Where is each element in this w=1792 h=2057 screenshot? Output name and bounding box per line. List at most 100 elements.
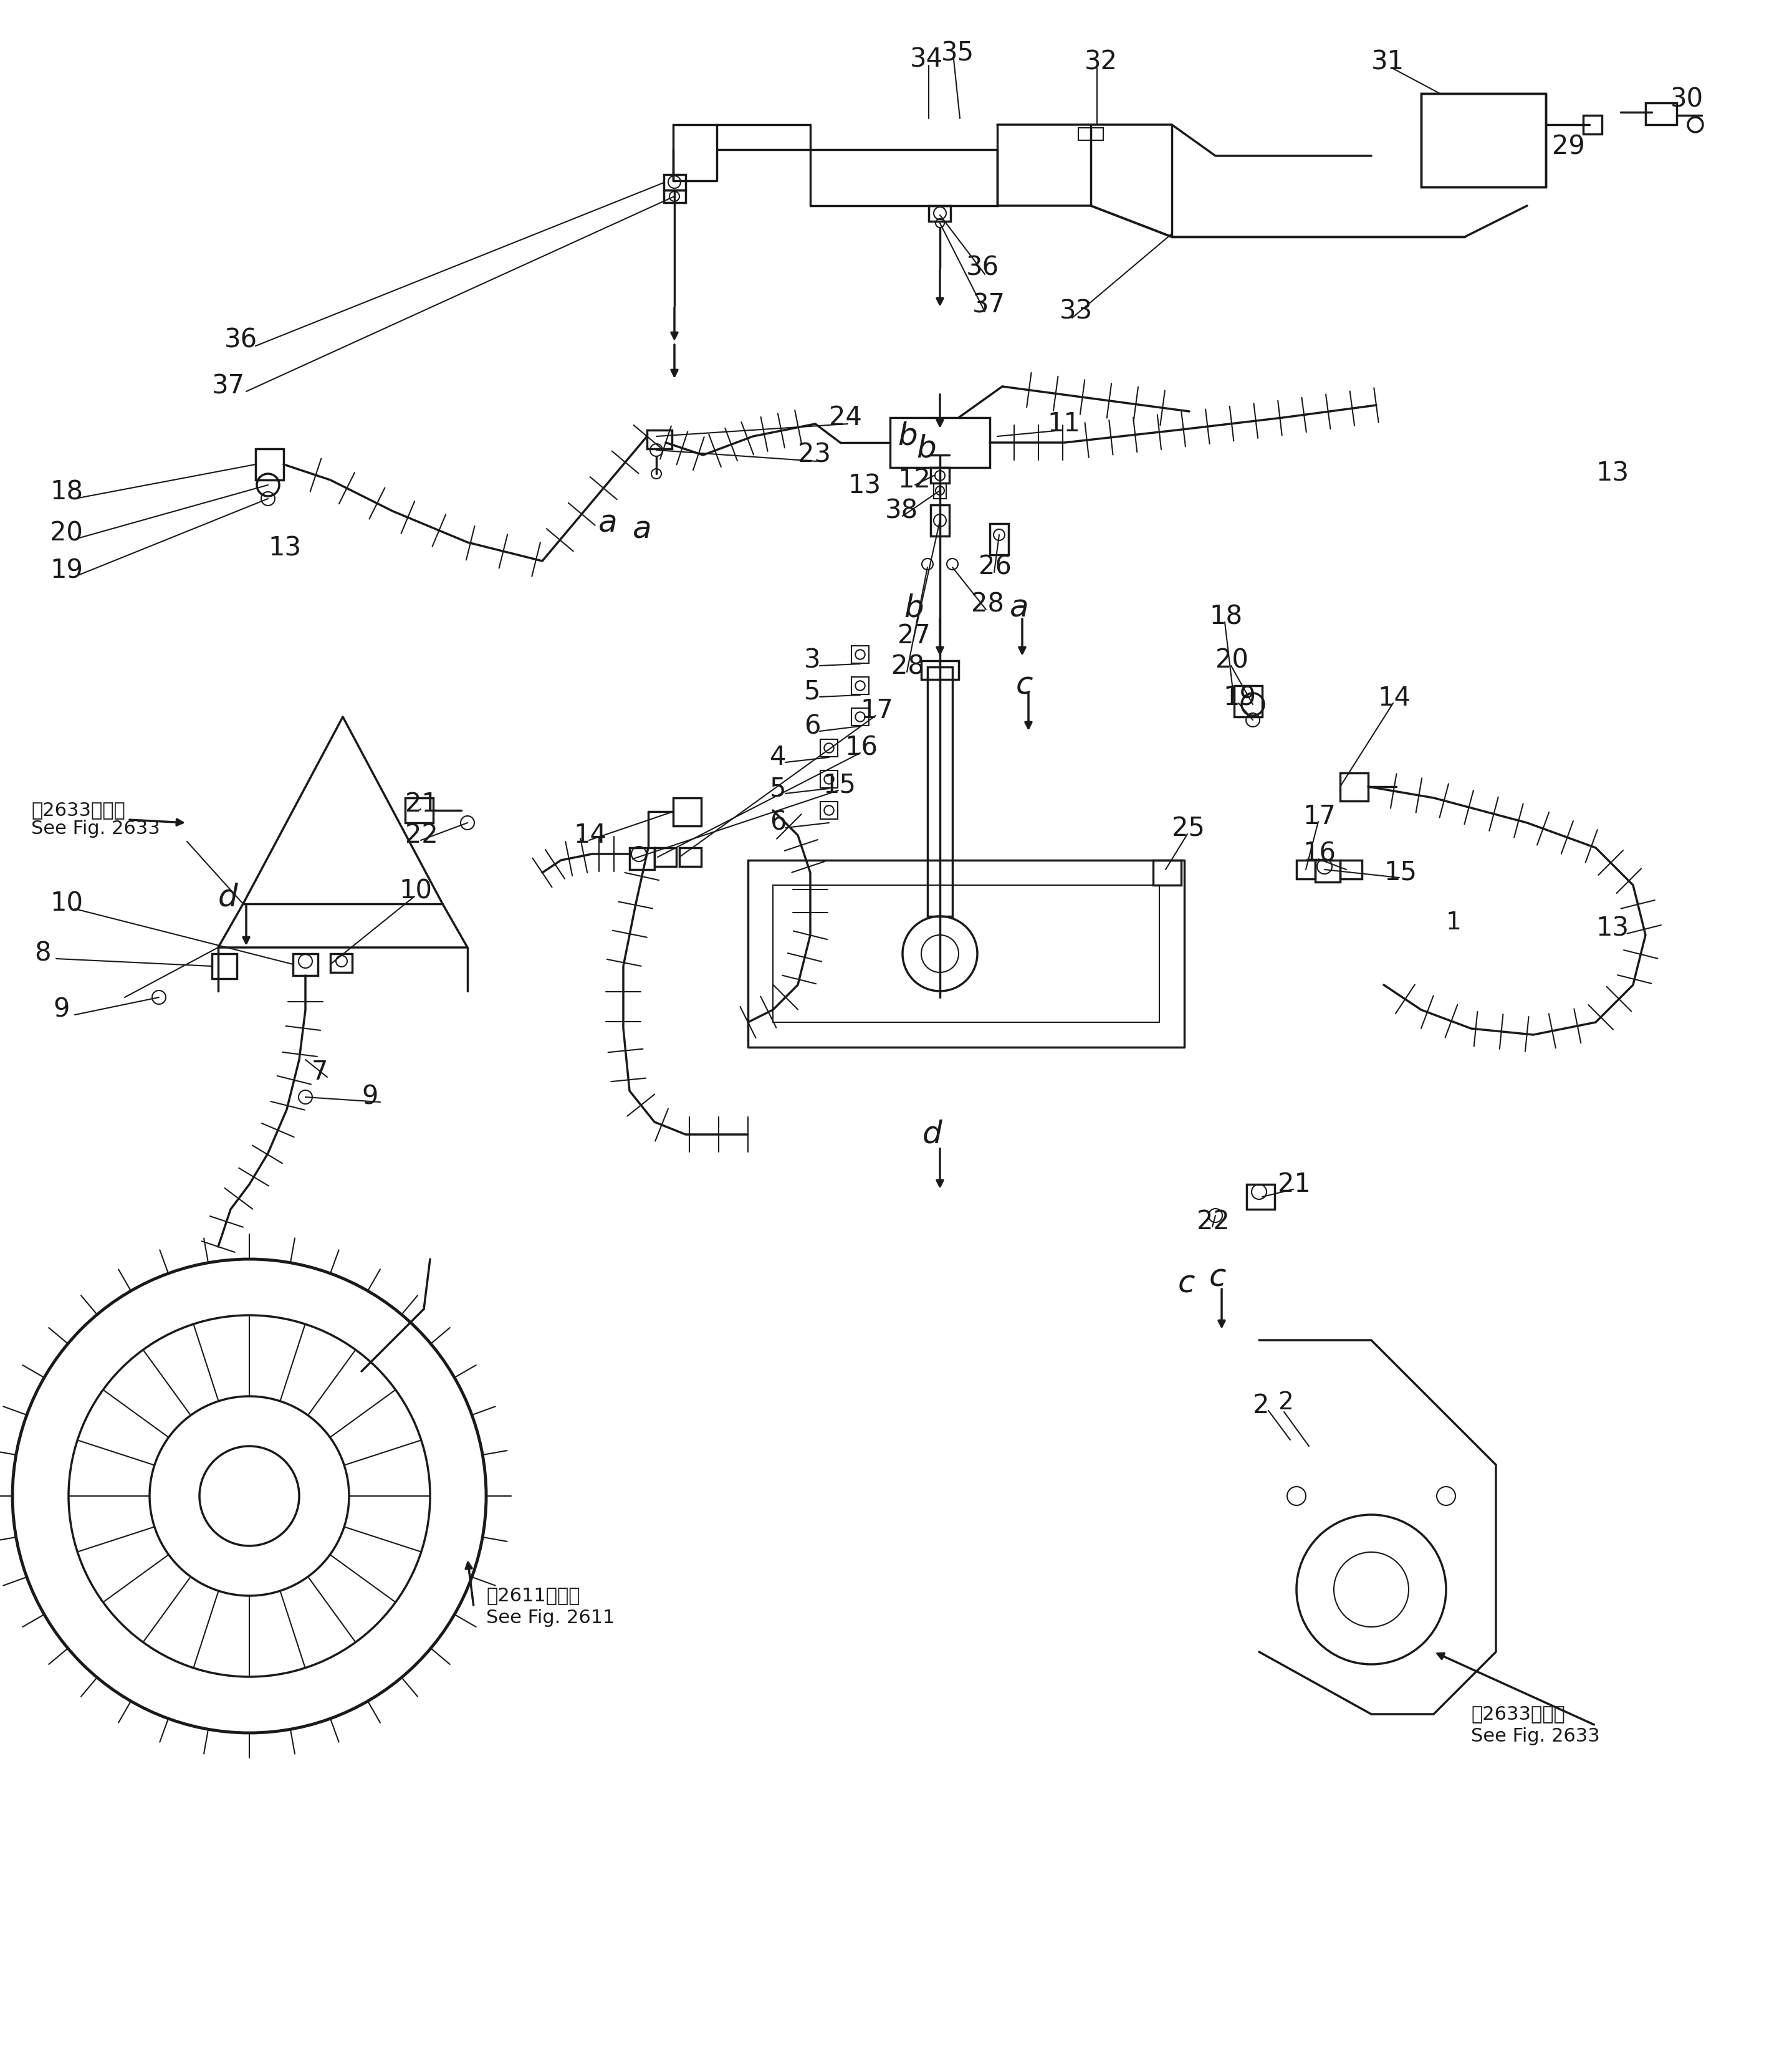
Text: 36: 36	[224, 327, 258, 354]
Bar	[1340, 860, 1362, 878]
Bar	[1315, 860, 1340, 882]
Text: 第2611図参照: 第2611図参照	[486, 1586, 581, 1604]
Text: d: d	[219, 882, 238, 913]
Text: b: b	[916, 434, 935, 463]
Bar	[647, 430, 672, 448]
Bar	[821, 802, 837, 819]
Bar	[851, 646, 869, 662]
Text: 30: 30	[1670, 86, 1704, 113]
Bar	[663, 175, 686, 189]
Text: 33: 33	[1059, 298, 1093, 325]
Text: 9: 9	[362, 1084, 378, 1111]
Text: 28: 28	[891, 654, 925, 681]
Text: 38: 38	[885, 498, 918, 525]
Text: 32: 32	[1084, 49, 1118, 76]
Bar	[292, 954, 317, 975]
Text: 27: 27	[898, 623, 930, 648]
Bar	[256, 448, 283, 479]
Bar	[629, 847, 654, 870]
Bar	[1235, 685, 1262, 716]
Text: 8: 8	[34, 940, 50, 967]
Text: b: b	[898, 422, 918, 450]
Bar	[1645, 103, 1677, 125]
Text: 6: 6	[805, 714, 821, 738]
Text: 13: 13	[1595, 915, 1629, 942]
Bar	[821, 771, 837, 788]
Bar	[930, 504, 950, 537]
Text: 18: 18	[1210, 605, 1242, 629]
Text: 7: 7	[312, 1059, 328, 1086]
Text: 13: 13	[269, 535, 301, 562]
Bar	[891, 418, 989, 467]
Text: 20: 20	[50, 520, 82, 545]
Bar	[1340, 773, 1367, 800]
Bar	[211, 954, 237, 979]
Bar	[654, 847, 676, 866]
Text: See Fig. 2633: See Fig. 2633	[1471, 1728, 1600, 1744]
Text: d: d	[923, 1119, 943, 1150]
Text: 26: 26	[978, 553, 1011, 580]
Text: a: a	[633, 514, 652, 545]
Text: 16: 16	[1303, 841, 1335, 868]
Text: 36: 36	[966, 255, 1000, 282]
Text: 15: 15	[1383, 860, 1417, 887]
Text: 11: 11	[1047, 411, 1081, 436]
Text: 22: 22	[405, 823, 437, 847]
Text: 1: 1	[1446, 911, 1462, 934]
Bar	[934, 483, 946, 498]
Bar	[851, 708, 869, 726]
Text: 10: 10	[400, 878, 432, 905]
Text: 2: 2	[1253, 1393, 1269, 1419]
Text: 13: 13	[848, 473, 882, 500]
Text: 18: 18	[50, 479, 82, 506]
Text: 25: 25	[1172, 817, 1204, 841]
Text: 21: 21	[405, 792, 437, 817]
Text: 24: 24	[830, 405, 862, 430]
Text: 12: 12	[898, 467, 930, 494]
Text: 35: 35	[941, 39, 975, 66]
Text: 16: 16	[844, 734, 878, 761]
Bar	[679, 847, 701, 866]
Text: 5: 5	[771, 775, 787, 802]
Text: 3: 3	[805, 648, 821, 675]
Text: 9: 9	[54, 998, 70, 1022]
Text: 21: 21	[1278, 1170, 1310, 1197]
Text: 2: 2	[1278, 1391, 1294, 1415]
Text: 17: 17	[1303, 804, 1335, 829]
Text: 31: 31	[1371, 49, 1405, 76]
Bar	[928, 666, 952, 915]
Text: 4: 4	[771, 745, 787, 771]
Text: 15: 15	[823, 771, 857, 798]
Text: a: a	[599, 508, 618, 539]
Text: a: a	[1009, 592, 1029, 623]
Bar	[1079, 128, 1104, 140]
Text: c: c	[1210, 1263, 1226, 1292]
Text: 5: 5	[805, 679, 821, 706]
Text: 23: 23	[797, 442, 831, 469]
Text: 37: 37	[211, 374, 246, 399]
Text: c: c	[1177, 1269, 1195, 1300]
Text: 6: 6	[771, 810, 787, 835]
Bar	[989, 525, 1009, 555]
Text: See Fig. 2611: See Fig. 2611	[486, 1609, 615, 1627]
Text: 14: 14	[1378, 685, 1410, 712]
Text: 17: 17	[860, 697, 892, 724]
Text: 14: 14	[573, 823, 606, 847]
Text: 28: 28	[971, 592, 1004, 617]
Text: See Fig. 2633: See Fig. 2633	[30, 821, 159, 837]
Text: 13: 13	[1595, 461, 1629, 488]
Bar	[1296, 860, 1315, 878]
Bar	[1421, 93, 1546, 187]
Bar	[851, 677, 869, 695]
Text: b: b	[903, 592, 923, 623]
Bar	[821, 738, 837, 757]
Text: 10: 10	[50, 891, 82, 917]
Text: 29: 29	[1552, 134, 1584, 160]
Bar	[1152, 860, 1181, 885]
Text: 37: 37	[973, 292, 1005, 319]
Bar	[1582, 115, 1602, 134]
Bar	[930, 467, 950, 483]
Bar	[928, 206, 950, 222]
Text: 第2633図参照: 第2633図参照	[30, 802, 125, 819]
Text: 19: 19	[50, 557, 82, 584]
